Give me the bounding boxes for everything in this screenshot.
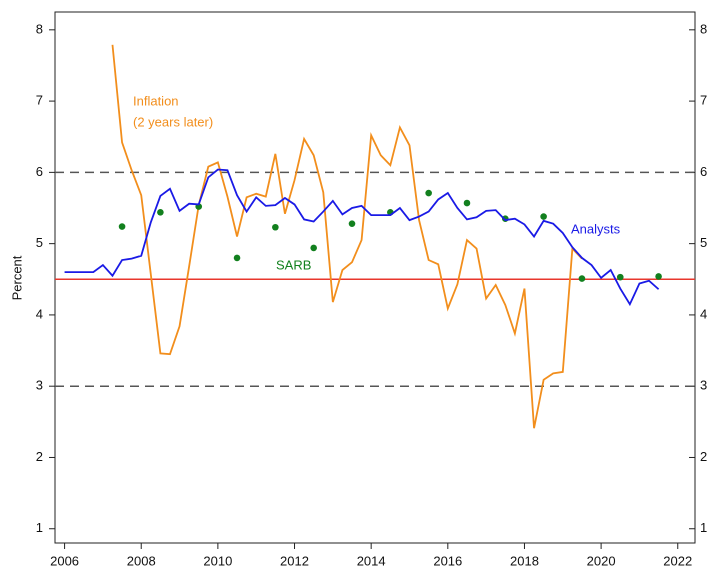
y-axis-label: Percent (9, 255, 24, 300)
series-line (64, 168, 660, 307)
y2-tick-label: 6 (700, 164, 707, 179)
y2-tick-label: 2 (700, 449, 707, 464)
x-tick-label: 2016 (433, 553, 462, 568)
x-tick-label: 2010 (203, 553, 232, 568)
x-tick-label: 2018 (510, 553, 539, 568)
y2-tick-label: 1 (700, 520, 707, 535)
y2-tick-label: 4 (700, 306, 707, 321)
x-tick-label: 2008 (127, 553, 156, 568)
scatter-point (157, 208, 164, 216)
series-label: Inflation (133, 93, 179, 108)
scatter-point (540, 213, 547, 220)
scatter-point (348, 220, 356, 227)
scatter-point (272, 223, 279, 231)
y-tick-label: 2 (36, 449, 43, 464)
scatter-point (463, 199, 471, 207)
x-tick-label: 2014 (357, 553, 386, 568)
scatter-point (616, 273, 624, 281)
y-tick-label: 4 (36, 306, 43, 321)
y-tick-label: 8 (36, 21, 43, 36)
scatter-point (655, 273, 662, 280)
y-tick-label: 6 (36, 164, 43, 179)
x-tick-label: 2022 (663, 553, 692, 568)
x-tick-label: 2012 (280, 553, 309, 568)
y2-tick-label: 7 (700, 93, 707, 108)
scatter-point (233, 254, 241, 262)
y2-tick-label: 3 (700, 378, 707, 393)
scatter-point (118, 223, 126, 230)
scatter-point (425, 189, 432, 197)
y2-tick-label: 8 (700, 21, 707, 36)
y-tick-label: 5 (36, 235, 43, 250)
y-tick-label: 7 (36, 93, 43, 108)
y-tick-label: 1 (36, 520, 43, 535)
series-label: Analysts (571, 221, 621, 236)
scatter-point (578, 275, 586, 282)
x-tick-label: 2020 (587, 553, 616, 568)
y2-tick-label: 5 (700, 235, 707, 250)
series-label: SARB (276, 257, 311, 272)
x-tick-label: 2006 (50, 553, 79, 568)
scatter-point (310, 244, 317, 252)
series-note: (2 years later) (133, 114, 213, 129)
series-line (111, 44, 583, 429)
y-tick-label: 3 (36, 378, 43, 393)
plot-frame (54, 11, 696, 544)
